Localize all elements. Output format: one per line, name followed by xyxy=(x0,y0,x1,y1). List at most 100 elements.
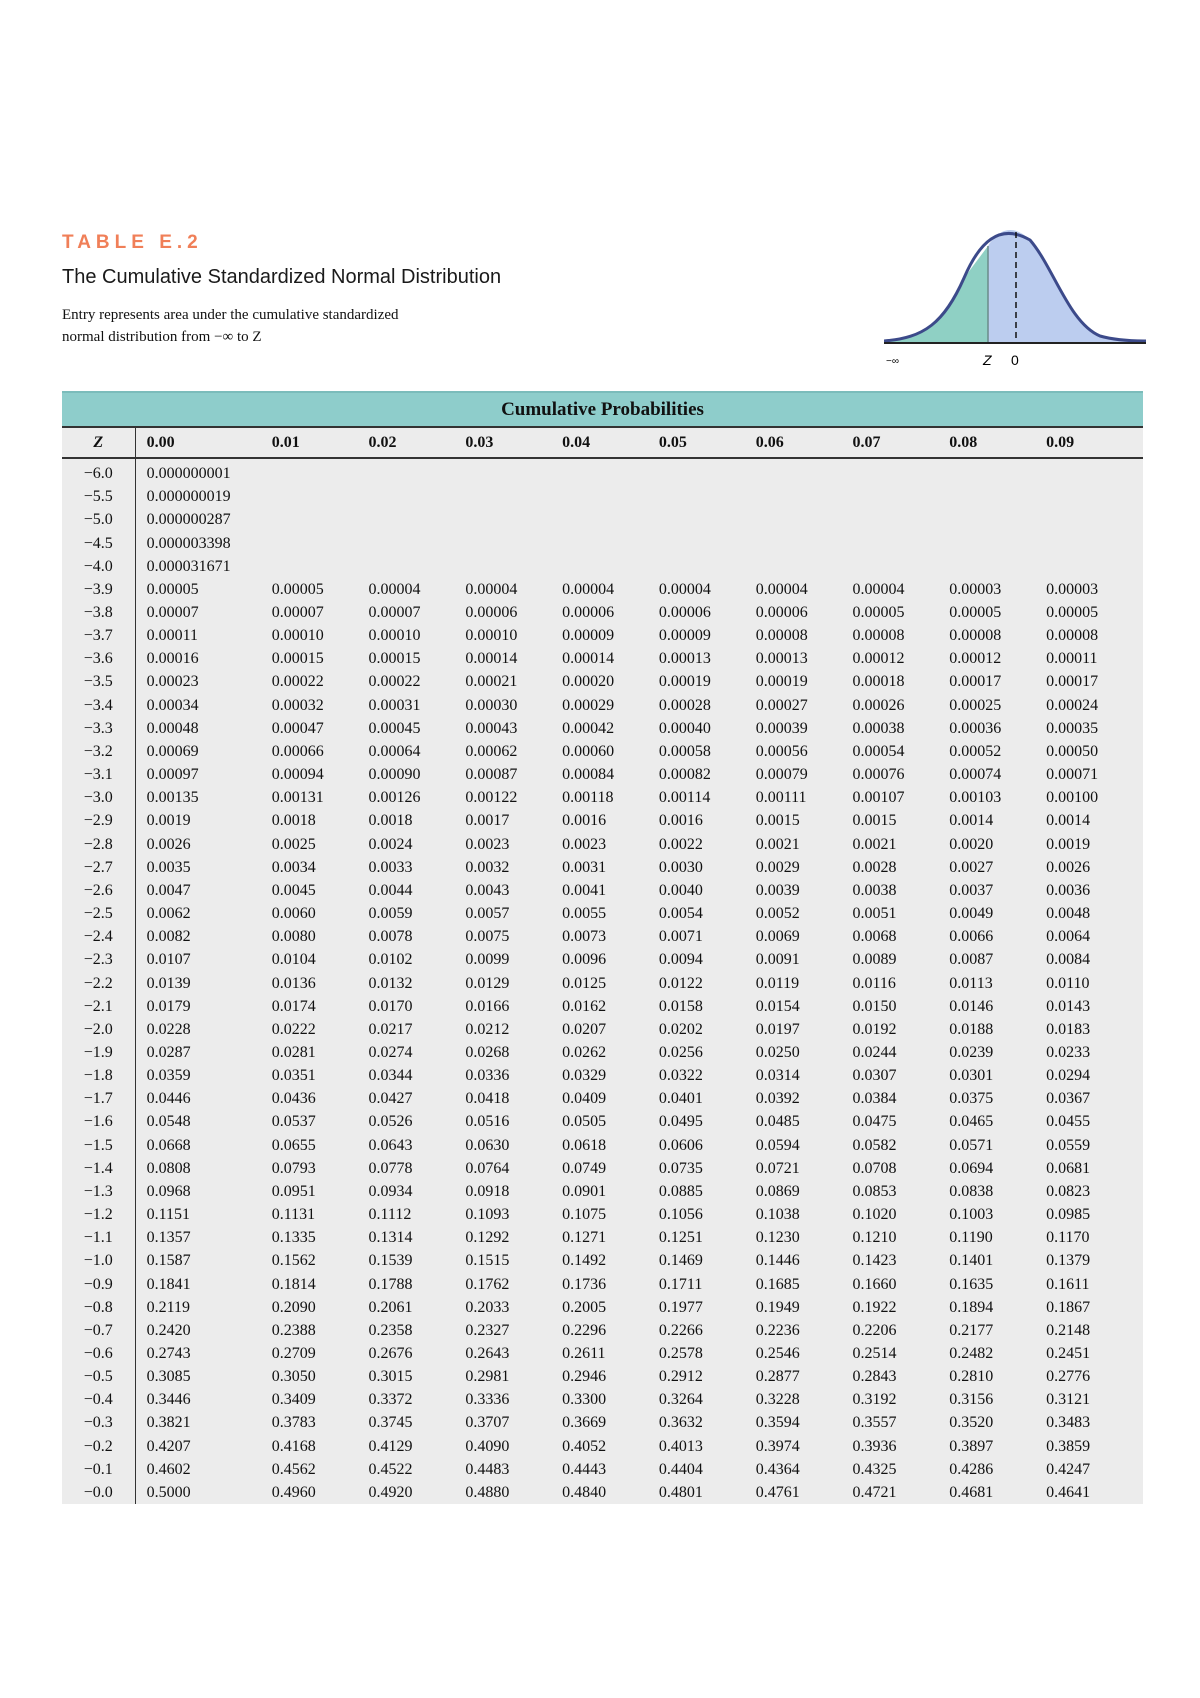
probability-cell: 0.0268 xyxy=(465,1043,510,1061)
probability-cell: 0.000000287 xyxy=(146,511,231,529)
probability-cell: 0.1151 xyxy=(146,1206,190,1224)
probability-cell: 0.0116 xyxy=(852,974,896,992)
probability-cell: 0.1335 xyxy=(271,1229,316,1247)
table-row: −3.0 0.00135 0.00131 0.00126 0.00122 0.00118 0… xyxy=(62,786,1143,810)
probability-cell: 0.0045 xyxy=(271,881,316,899)
neg-infinity-label: −∞ xyxy=(886,356,899,367)
z-value: −3.1 xyxy=(62,763,136,787)
probability-cell: 0.00054 xyxy=(852,742,905,760)
probability-cell: 0.1867 xyxy=(1046,1298,1091,1316)
z-value: −3.4 xyxy=(62,693,136,717)
probability-cell: 0.00094 xyxy=(271,766,324,784)
probability-cell: 0.0136 xyxy=(271,974,316,992)
probability-cell: 0.00006 xyxy=(562,604,615,622)
probability-cell: 0.4840 xyxy=(562,1483,607,1501)
probability-cell: 0.0139 xyxy=(146,974,191,992)
probability-cell: 0.0694 xyxy=(949,1159,994,1177)
probability-cell: 0.1788 xyxy=(368,1275,413,1293)
probability-cell: 0.2420 xyxy=(146,1321,191,1339)
probability-cell: 0.0068 xyxy=(852,928,897,946)
table-row: −3.7 0.00011 0.00010 0.00010 0.00010 0.00009 0… xyxy=(62,624,1143,648)
probability-cell: 0.2611 xyxy=(562,1345,606,1363)
z-value: −2.0 xyxy=(62,1017,136,1041)
probability-cell: 0.0129 xyxy=(465,974,510,992)
table-row: −3.5 0.00023 0.00022 0.00022 0.00021 0.00020 0… xyxy=(62,670,1143,694)
probability-cell: 0.3192 xyxy=(852,1391,897,1409)
probability-cell: 0.0475 xyxy=(852,1113,897,1131)
probability-cell xyxy=(1046,531,1143,554)
table-row: −3.6 0.00016 0.00015 0.00015 0.00014 0.00014 0… xyxy=(62,647,1143,671)
z-value: −2.9 xyxy=(62,809,136,833)
probability-cell xyxy=(1046,508,1143,531)
probability-cell: 0.0359 xyxy=(146,1067,191,1085)
probability-cell: 0.00050 xyxy=(1046,742,1099,760)
probability-cell: 0.3228 xyxy=(755,1391,800,1409)
z-value: −2.2 xyxy=(62,971,136,995)
probability-cell: 0.0392 xyxy=(755,1090,800,1108)
probability-cell xyxy=(756,458,853,485)
probability-cell: 0.00010 xyxy=(271,627,324,645)
z-value: −1.0 xyxy=(62,1249,136,1273)
probability-cell: 0.0808 xyxy=(146,1159,191,1177)
probability-cell: 0.00011 xyxy=(1046,650,1098,668)
probability-cell: 0.00045 xyxy=(368,719,421,737)
left-area-shaded xyxy=(884,246,988,343)
table-row: −4.0 0.000031671 xyxy=(62,554,1143,578)
probability-cell: 0.0239 xyxy=(949,1043,994,1061)
z-value: −2.4 xyxy=(62,925,136,949)
probability-cell xyxy=(853,485,950,508)
probability-cell: 0.2005 xyxy=(562,1298,607,1316)
probability-cell: 0.0099 xyxy=(465,951,510,969)
probability-cell: 0.00003 xyxy=(1046,580,1099,598)
probability-cell: 0.0401 xyxy=(658,1090,703,1108)
z-value: −1.3 xyxy=(62,1179,136,1203)
probability-cell: 0.3409 xyxy=(271,1391,316,1409)
probability-cell: 0.2388 xyxy=(271,1321,316,1339)
probability-cell: 0.0212 xyxy=(465,1020,510,1038)
probability-cell: 0.0351 xyxy=(271,1067,316,1085)
probability-cell: 0.0146 xyxy=(949,997,994,1015)
z-value: −3.2 xyxy=(62,739,136,764)
probability-cell: 0.3156 xyxy=(949,1391,994,1409)
probability-cell xyxy=(756,508,853,531)
probability-cell xyxy=(562,555,659,578)
probability-cell: 0.3821 xyxy=(146,1414,191,1432)
probability-cell: 0.00020 xyxy=(562,673,615,691)
probability-cell: 0.0036 xyxy=(1046,881,1091,899)
probability-cell: 0.0019 xyxy=(1046,835,1091,853)
probability-cell: 0.0018 xyxy=(368,812,413,830)
probability-cell: 0.0096 xyxy=(562,951,607,969)
probability-cell: 0.3859 xyxy=(1046,1437,1091,1455)
probability-cell: 0.1736 xyxy=(562,1275,607,1293)
probability-cell: 0.00015 xyxy=(271,650,324,668)
probability-cell: 0.0495 xyxy=(658,1113,703,1131)
probability-cell: 0.00004 xyxy=(368,580,421,598)
probability-cell: 0.0217 xyxy=(368,1020,413,1038)
probability-cell: 0.0094 xyxy=(658,951,703,969)
probability-cell: 0.0329 xyxy=(562,1067,607,1085)
probability-cell: 0.2912 xyxy=(658,1368,703,1386)
probability-cell: 0.0336 xyxy=(465,1067,510,1085)
probability-cell: 0.00107 xyxy=(852,789,905,807)
probability-cell: 0.0384 xyxy=(852,1090,897,1108)
probability-cell: 0.3121 xyxy=(1046,1391,1091,1409)
probability-cell xyxy=(272,458,369,485)
probability-cell: 0.0057 xyxy=(465,905,510,923)
probability-cell: 0.0066 xyxy=(949,928,994,946)
probability-cell: 0.00069 xyxy=(146,742,199,760)
probability-cell: 0.0170 xyxy=(368,997,413,1015)
probability-cell xyxy=(272,531,369,554)
probability-cell: 0.0044 xyxy=(368,881,413,899)
zero-label: 0 xyxy=(1011,352,1019,368)
probability-cell: 0.1170 xyxy=(1046,1229,1090,1247)
probability-cell: 0.3557 xyxy=(852,1414,897,1432)
probability-cell: 0.0721 xyxy=(755,1159,800,1177)
probability-cell: 0.0222 xyxy=(271,1020,316,1038)
z-value: −1.4 xyxy=(62,1156,136,1180)
z-value: −1.8 xyxy=(62,1064,136,1088)
probability-cell: 0.3594 xyxy=(755,1414,800,1432)
z-value: −4.5 xyxy=(62,531,136,555)
probability-cell xyxy=(465,485,562,508)
z-value: −3.3 xyxy=(62,716,136,740)
probability-cell: 0.0030 xyxy=(658,858,703,876)
